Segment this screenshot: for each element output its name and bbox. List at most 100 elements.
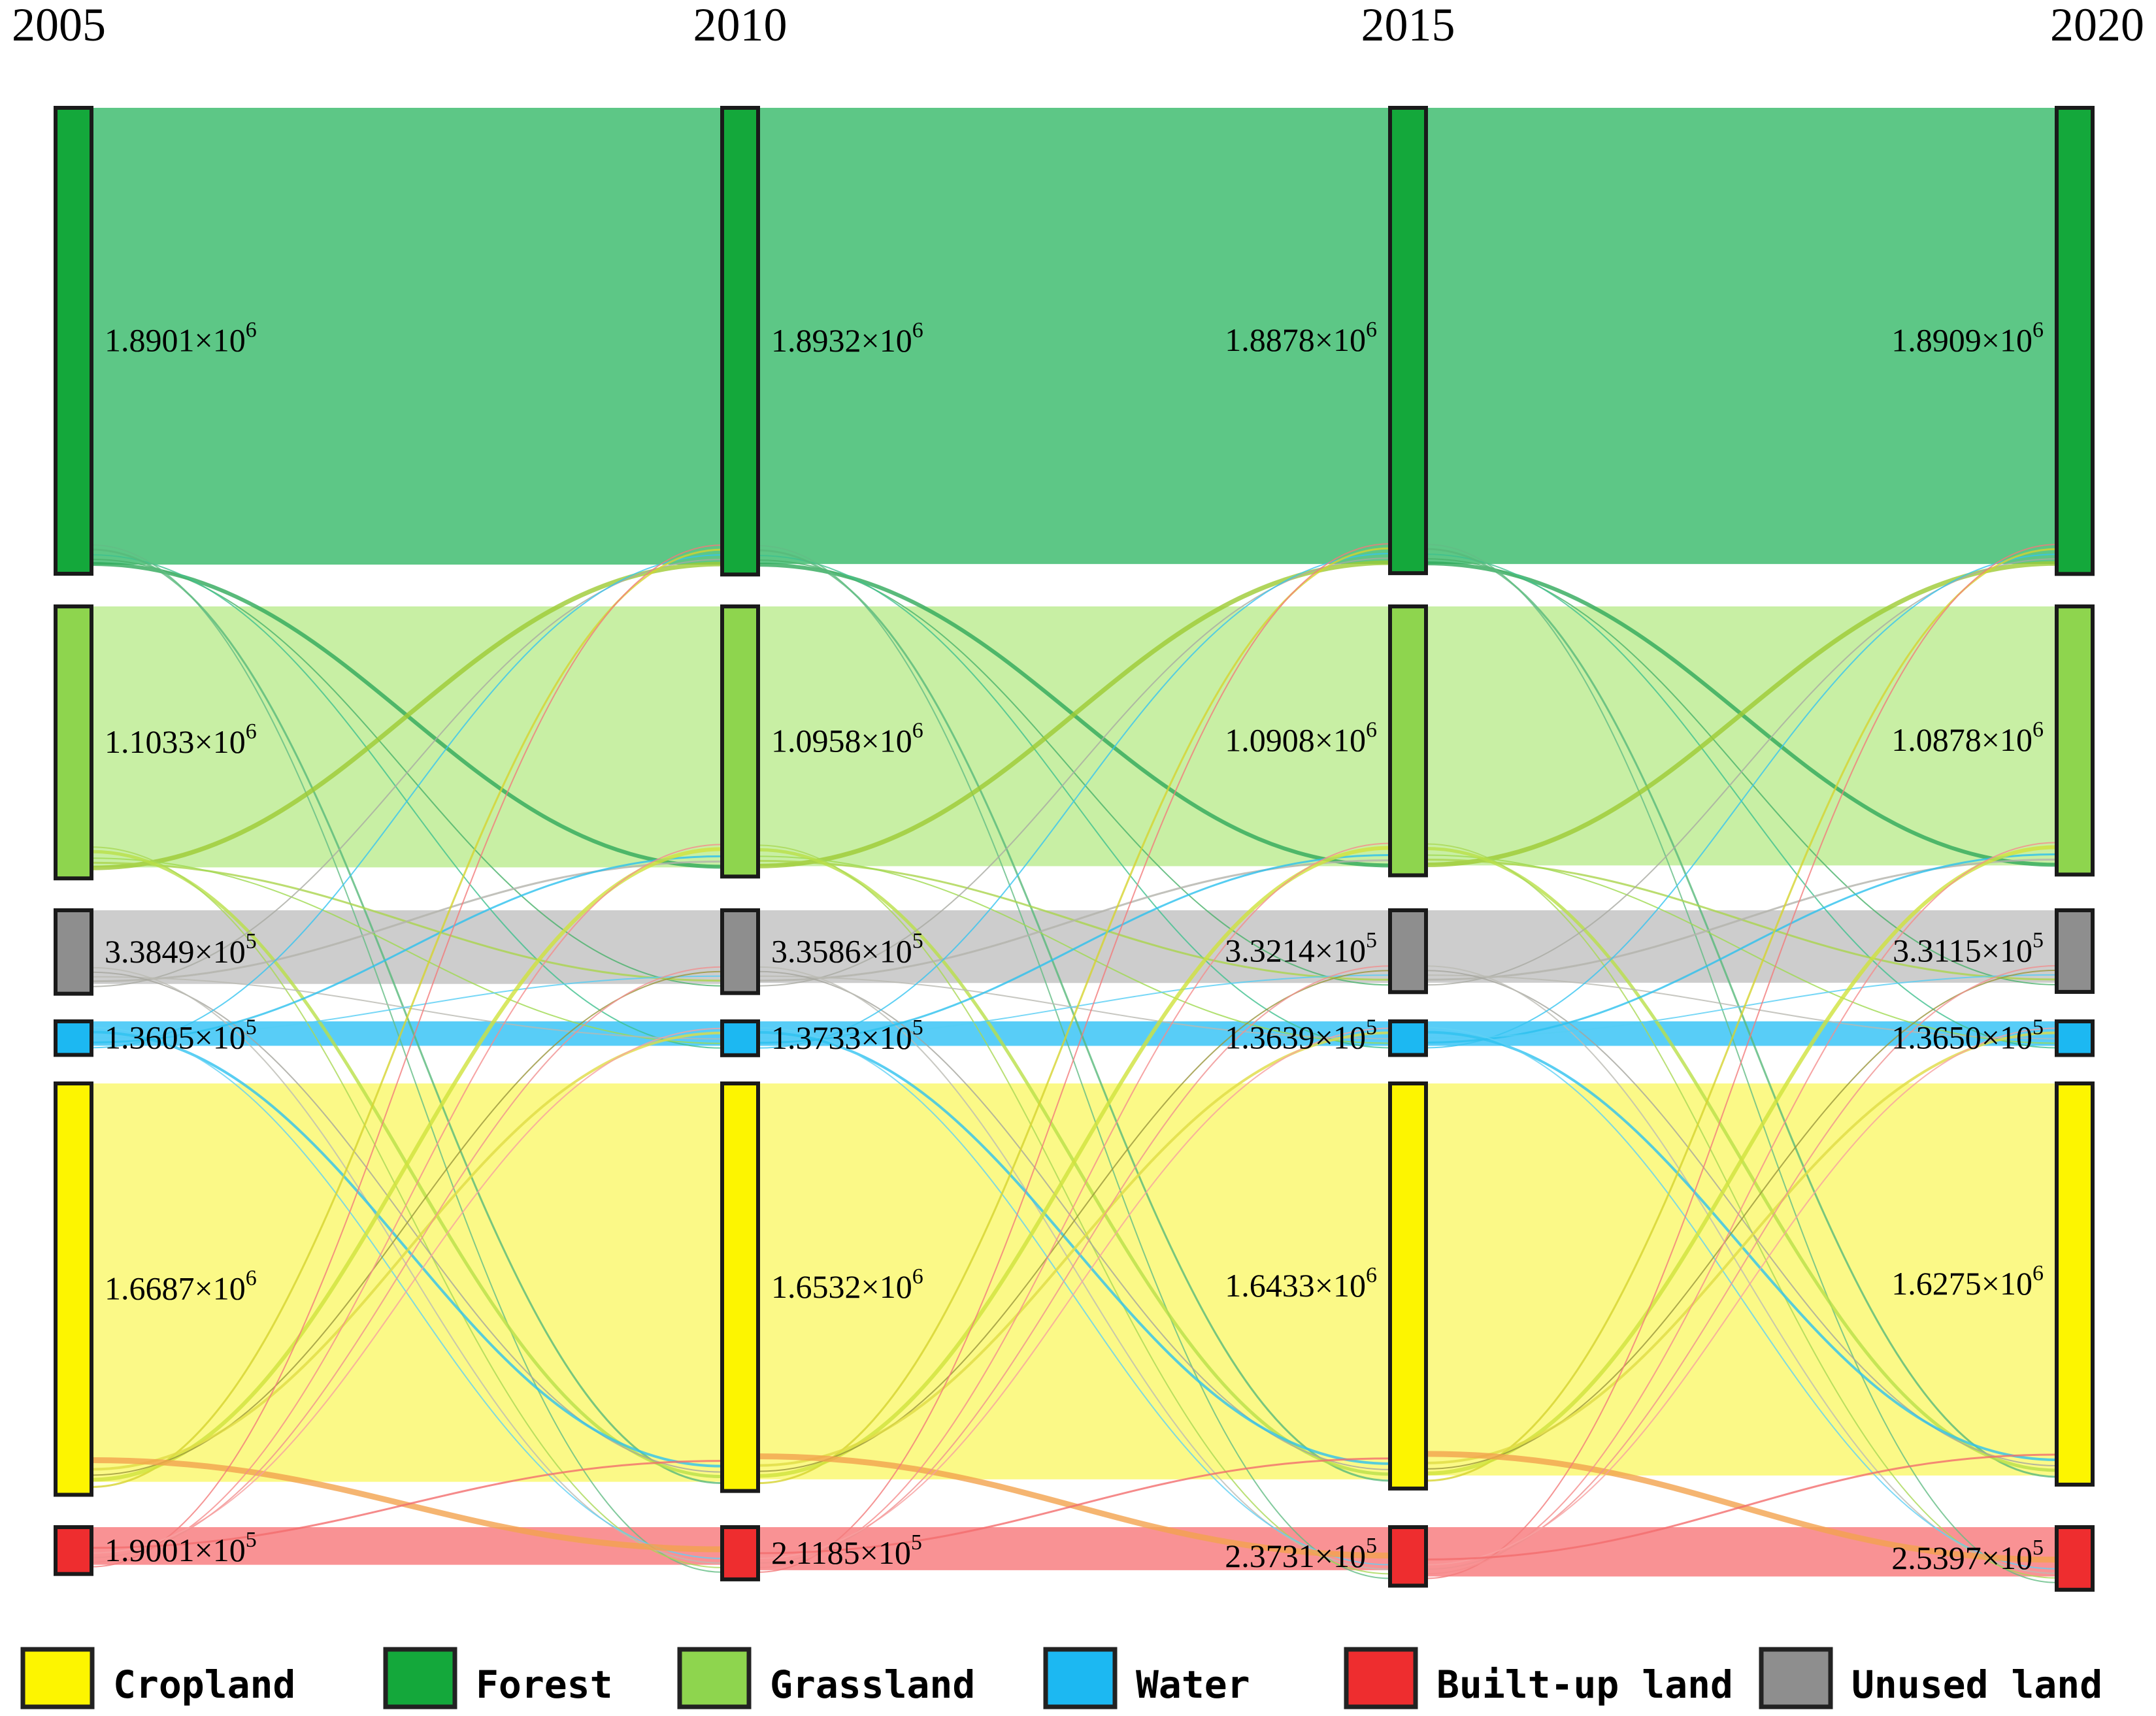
node-grassland-2010	[720, 604, 760, 879]
transition-water-to-grassland	[91, 855, 723, 1044]
value-label-forest-2020: 1.8909×106	[1891, 318, 2044, 359]
node-unused-land-2020	[2055, 908, 2095, 994]
year-label-2015: 2015	[1361, 0, 1455, 51]
flow-cropland-2005-2010	[91, 1083, 722, 1482]
node-water-2015	[1388, 1019, 1428, 1057]
node-built-up-land-2010	[720, 1525, 760, 1581]
flow-built-up-land-2015-2020	[1426, 1527, 2057, 1577]
value-label-forest-2005: 1.8901×106	[105, 318, 257, 359]
transition-forest-to-built-up-land	[1425, 544, 2057, 1583]
transition-grassland-to-forest	[91, 561, 723, 870]
transition-water-to-forest	[91, 554, 723, 1049]
transition-built-up-land-to-grassland	[91, 844, 723, 1563]
transition-built-up-land-to-grassland	[1425, 842, 2057, 1575]
transition-grassland-to-built-up-land	[757, 844, 1391, 1575]
flow-water-2015-2020	[1426, 1021, 2057, 1046]
transition-built-up-land-to-cropland	[757, 1457, 1391, 1555]
year-label-2010: 2010	[693, 0, 788, 51]
value-label-grassland-2005: 1.1033×106	[105, 719, 257, 760]
transition-forest-to-built-up-land	[757, 545, 1391, 1579]
transition-unused-land-to-grassland	[91, 860, 723, 983]
transition-water-to-cropland	[91, 1031, 723, 1468]
transition-built-up-land-to-forest	[1425, 544, 2057, 1579]
legend-label-unused-land: Unused land	[1851, 1662, 2102, 1707]
value-label-grassland-2010: 1.0958×106	[771, 719, 923, 759]
transition-built-up-land-to-water	[757, 1027, 1391, 1559]
transition-cropland-to-water	[757, 1031, 1391, 1467]
transition-cropland-to-forest	[1425, 548, 2057, 1482]
transition-cropland-to-forest	[757, 547, 1391, 1485]
value-label-built-up-land-2020: 2.5397×105	[1891, 1536, 2044, 1576]
node-unused-land-2005	[54, 908, 93, 996]
transition-cropland-to-unused-land	[757, 970, 1391, 1472]
value-label-built-up-land-2010: 2.1185×105	[771, 1530, 922, 1571]
legend-swatch-cropland	[20, 1647, 95, 1709]
transition-water-to-forest	[1425, 553, 2057, 1049]
transition-built-up-land-to-grassland	[757, 842, 1391, 1568]
transition-built-up-land-to-water	[91, 1027, 723, 1554]
flow-cropland-2010-2015	[758, 1083, 1390, 1479]
transition-water-to-built-up-land	[757, 1027, 1391, 1566]
transition-built-up-land-to-cropland	[91, 1460, 723, 1549]
year-label-2005: 2005	[12, 0, 106, 51]
flow-built-up-land-2010-2015	[758, 1527, 1390, 1570]
value-label-cropland-2015: 1.6433×106	[1225, 1263, 1377, 1304]
value-label-cropland-2020: 1.6275×106	[1891, 1261, 2044, 1302]
transition-water-to-forest	[757, 553, 1391, 1049]
value-label-forest-2010: 1.8932×106	[771, 318, 923, 359]
transition-built-up-land-to-cropland	[1425, 1453, 2057, 1561]
transition-unused-land-to-water	[91, 976, 723, 1040]
legend-swatch-built-up-land	[1344, 1647, 1418, 1709]
legend-swatch-grassland	[677, 1647, 752, 1709]
transition-unused-land-to-grassland	[1425, 858, 2057, 981]
node-unused-land-2010	[720, 908, 760, 995]
legend-label-cropland: Cropland	[113, 1662, 295, 1707]
value-label-unused-land-2020: 3.3115×105	[1893, 928, 2044, 968]
transition-grassland-to-forest	[1425, 561, 2057, 867]
transition-unused-land-to-cropland	[91, 971, 723, 1473]
value-label-grassland-2015: 1.0908×106	[1225, 718, 1377, 759]
node-cropland-2005	[54, 1081, 93, 1497]
transition-water-to-grassland	[1425, 853, 2057, 1044]
node-water-2005	[54, 1019, 93, 1057]
node-water-2020	[2055, 1019, 2095, 1057]
node-grassland-2005	[54, 604, 93, 881]
value-label-water-2020: 1.3650×105	[1891, 1015, 2044, 1056]
transition-grassland-to-built-up-land	[1425, 843, 2057, 1579]
transition-water-to-built-up-land	[1425, 1027, 2057, 1570]
transition-grassland-to-forest	[757, 560, 1391, 868]
transition-cropland-to-grassland	[1425, 845, 2057, 1476]
transition-water-to-unused-land	[757, 974, 1391, 1039]
transition-water-to-grassland	[757, 853, 1391, 1044]
flow-water-2010-2015	[758, 1021, 1390, 1046]
node-water-2010	[720, 1019, 760, 1057]
value-label-cropland-2010: 1.6532×106	[771, 1264, 923, 1305]
transition-unused-land-to-cropland	[1425, 970, 2057, 1466]
transition-water-to-unused-land	[91, 975, 723, 1039]
legend-label-water: Water	[1136, 1662, 1250, 1707]
legend-label-built-up-land: Built-up land	[1436, 1662, 1733, 1707]
node-grassland-2015	[1388, 604, 1428, 878]
node-built-up-land-2020	[2055, 1525, 2095, 1592]
legend-label-grassland: Grassland	[770, 1662, 975, 1707]
transition-water-to-unused-land	[1425, 974, 2057, 1039]
node-grassland-2020	[2055, 604, 2095, 877]
transition-grassland-to-water	[91, 857, 723, 1044]
node-forest-2010	[720, 106, 760, 577]
node-forest-2015	[1388, 106, 1428, 576]
node-unused-land-2015	[1388, 908, 1428, 995]
node-built-up-land-2015	[1388, 1525, 1428, 1588]
legend-swatch-water	[1043, 1647, 1118, 1709]
value-label-built-up-land-2015: 2.3731×105	[1225, 1534, 1377, 1574]
transition-unused-land-to-water	[757, 975, 1391, 1040]
node-built-up-land-2005	[54, 1525, 93, 1576]
value-label-water-2015: 1.3639×105	[1225, 1015, 1377, 1056]
node-cropland-2020	[2055, 1081, 2095, 1487]
value-label-unused-land-2010: 3.3586×105	[771, 929, 923, 969]
flow-forest-2010-2015	[758, 108, 1390, 565]
value-label-unused-land-2005: 3.3849×105	[105, 929, 257, 970]
flow-cropland-2015-2020	[1426, 1083, 2057, 1476]
node-cropland-2015	[1388, 1081, 1428, 1491]
flow-forest-2015-2020	[1426, 108, 2057, 565]
